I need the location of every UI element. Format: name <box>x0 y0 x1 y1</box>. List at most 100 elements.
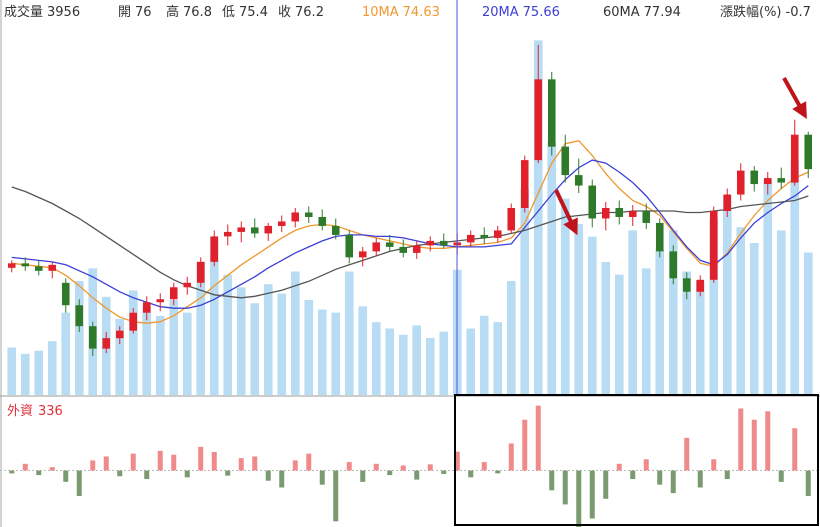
foreign-bar <box>76 470 82 496</box>
foreign-bar <box>63 470 69 482</box>
candle-body <box>696 279 705 292</box>
header-item: 開 76 <box>118 5 152 20</box>
volume-bar <box>601 262 611 395</box>
candle-body <box>574 175 583 186</box>
foreign-bar <box>225 470 231 476</box>
header-item: 20MA 75.66 <box>482 5 560 20</box>
foreign-bar <box>333 470 339 522</box>
candle-body <box>547 79 556 147</box>
foreign-bar <box>346 462 352 471</box>
foreign-bar <box>90 460 96 471</box>
candle-body <box>709 210 718 280</box>
candle-body <box>291 212 300 222</box>
header-label: 開 <box>118 5 131 20</box>
foreign-bar <box>603 470 609 499</box>
foreign-bar <box>468 470 474 478</box>
header-item: 10MA 74.63 <box>362 5 440 20</box>
candle-body <box>156 299 165 303</box>
foreign-bar <box>670 470 676 494</box>
arrow <box>782 77 807 119</box>
volume-bar <box>763 179 773 395</box>
header: 成交量 3956 開 76 高 76.8 低 75.4 收 76.2 10MA 74.63 20MA 75… <box>4 4 811 20</box>
volume-bar <box>263 284 273 395</box>
foreign-bar <box>373 463 379 471</box>
volume-bar <box>196 262 206 395</box>
foreign-bar <box>495 470 501 474</box>
candle-body <box>736 170 745 195</box>
foreign-bar <box>103 456 109 471</box>
candle-body <box>196 261 205 283</box>
candle-body <box>682 278 691 292</box>
candle-body <box>439 240 448 246</box>
header-item: 低 75.4 <box>222 5 268 20</box>
header-value: 76 <box>135 5 152 20</box>
volume-bar <box>358 306 368 395</box>
volume-bar <box>74 281 84 395</box>
foreign-bar <box>427 464 433 471</box>
candle-body <box>318 216 327 226</box>
candle-body <box>48 264 57 271</box>
candle-body <box>655 222 664 252</box>
header-item: 成交量 3956 <box>4 4 80 20</box>
foreign-bar <box>616 463 622 471</box>
volume-bar <box>614 274 624 395</box>
volume-bar <box>128 290 138 395</box>
candle-body <box>750 170 759 185</box>
volume-bar <box>776 230 786 395</box>
candle-body <box>588 185 597 219</box>
foreign-bar <box>711 459 717 471</box>
candle-body <box>264 225 273 234</box>
volume-bar <box>682 271 692 395</box>
foreign-bar <box>805 470 811 496</box>
header-label: 20MA <box>482 5 519 20</box>
ma-line <box>11 139 809 324</box>
candle-body <box>169 287 178 300</box>
volume-bar <box>412 325 422 395</box>
header-label: 收 <box>278 5 291 20</box>
candle-body <box>561 146 570 176</box>
foreign-bar <box>171 454 177 471</box>
volume-bar <box>344 271 354 395</box>
header-label: 高 <box>166 4 179 20</box>
foreign-bar <box>441 470 447 474</box>
foreign-bar <box>265 470 271 481</box>
candle-body <box>669 251 678 279</box>
volume-bar <box>493 322 503 395</box>
foreign-bar <box>589 470 595 519</box>
foreign-bar <box>562 470 568 505</box>
volume-bar <box>425 338 435 395</box>
volume-bar <box>655 249 665 395</box>
volume-bar <box>520 189 530 395</box>
volume-bar <box>587 236 597 395</box>
foreign-bar <box>684 437 690 471</box>
foreign-bar <box>643 459 649 471</box>
volume-bar <box>628 230 638 395</box>
foreign-bar <box>508 443 514 471</box>
foreign-bar <box>130 453 136 471</box>
header-value: 74.63 <box>403 5 440 20</box>
candle-body <box>102 338 111 349</box>
candle-body <box>534 79 543 161</box>
foreign-bar <box>778 470 784 482</box>
volume-bar <box>331 312 341 395</box>
candle-body <box>7 263 16 268</box>
header-value: 77.94 <box>644 5 681 20</box>
foreign-bar <box>549 470 555 491</box>
candle-body <box>628 210 637 217</box>
header-label: 成交量 <box>4 4 43 20</box>
foreign-bar <box>292 460 298 471</box>
volume-bar <box>61 312 71 395</box>
price-layer <box>7 44 813 357</box>
candle-body <box>804 134 813 170</box>
foreign-bar <box>157 450 163 471</box>
volume-bar <box>47 341 57 395</box>
header-item: 收 76.2 <box>278 5 324 20</box>
volume-bar <box>466 328 476 395</box>
candle-body <box>304 212 313 217</box>
foreign-bar <box>765 411 771 471</box>
foreign-name: 外資 <box>7 404 33 419</box>
foreign-bar <box>238 458 244 471</box>
foreign-bar <box>724 470 730 480</box>
